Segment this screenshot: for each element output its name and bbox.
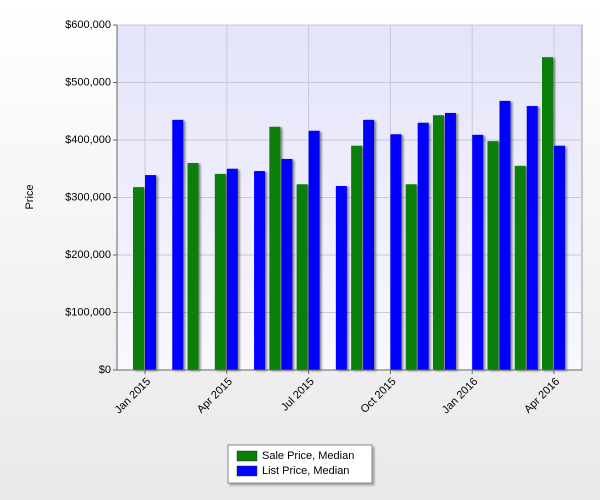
- y-tick-label: $200,000: [65, 249, 111, 261]
- bar: [526, 106, 538, 370]
- bar: [405, 184, 417, 370]
- y-tick-label: $500,000: [65, 76, 111, 88]
- bar: [145, 175, 156, 370]
- y-tick-label: $400,000: [65, 134, 111, 146]
- legend-swatch: [236, 450, 258, 462]
- bar: [296, 184, 308, 370]
- bar: [363, 119, 375, 370]
- bar: [432, 115, 444, 371]
- bar: [472, 134, 484, 370]
- legend-swatch: [236, 465, 258, 477]
- y-axis-label: Price: [24, 184, 36, 209]
- legend-box: [227, 444, 373, 484]
- bar: [514, 165, 526, 370]
- bar: [214, 173, 226, 370]
- y-tick-label: $0: [99, 364, 111, 376]
- bar: [187, 163, 199, 370]
- bar: [351, 145, 363, 370]
- bar: [444, 112, 456, 370]
- bar: [417, 122, 429, 370]
- bar: [269, 126, 281, 371]
- bar: [487, 141, 499, 370]
- y-tick-label: $600,000: [65, 19, 111, 31]
- bar: [554, 145, 565, 370]
- y-tick-label: $300,000: [65, 191, 111, 203]
- bar: [308, 130, 320, 370]
- y-tick-label: $100,000: [65, 306, 111, 318]
- bar: [254, 171, 266, 370]
- bar: [172, 119, 184, 370]
- bar: [335, 186, 347, 370]
- legend-label: Sale Price, Median: [262, 450, 354, 462]
- bar: [226, 168, 238, 370]
- bar: [542, 57, 553, 370]
- bar: [390, 134, 402, 370]
- bar: [281, 158, 293, 370]
- bar: [499, 100, 511, 371]
- bar: [133, 187, 144, 370]
- legend-label: List Price, Median: [262, 465, 349, 477]
